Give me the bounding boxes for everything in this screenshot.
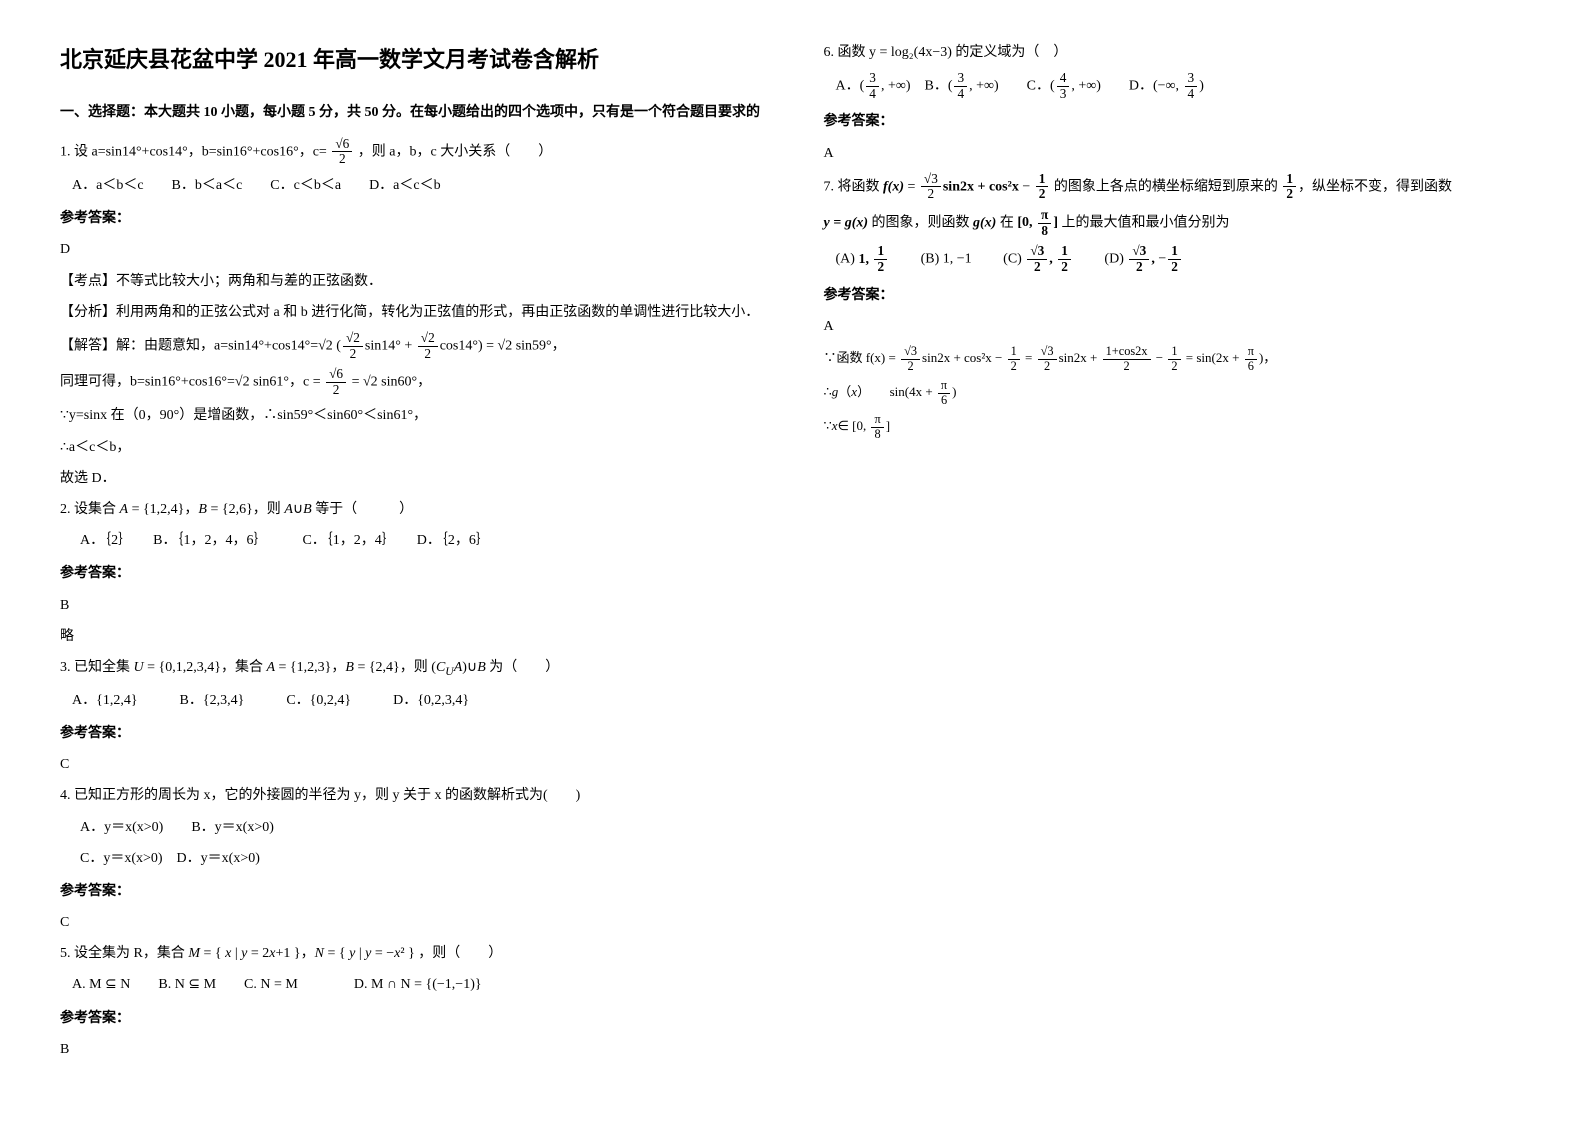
- q2-ans-label: 参考答案：: [60, 561, 764, 586]
- q7-stem: 7. 将函数 f(x) = √32sin2x + cos²x − 12 的图象上…: [824, 172, 1528, 202]
- q4-ans-label: 参考答案：: [60, 879, 764, 904]
- q3-ans: C: [60, 752, 764, 777]
- q7-work-1: ∵函数 f(x) = √32sin2x + cos²x − 12 = √32si…: [824, 345, 1528, 373]
- q4-stem: 4. 已知正方形的周长为 x，它的外接圆的半径为 y，则 y 关于 x 的函数解…: [60, 783, 764, 808]
- q7-options: (A) 1, 12 (B) 1, −1 (C) √32, 12 (D) √32,…: [836, 244, 1528, 274]
- q2-ans: B: [60, 593, 764, 618]
- q6-ans-label: 参考答案：: [824, 109, 1528, 134]
- q1-fenxi: 【分析】利用两角和的正弦公式对 a 和 b 进行化简，转化为正弦值的形式，再由正…: [60, 300, 764, 325]
- q1-ans: D: [60, 237, 764, 262]
- q1-jieda-3: ∵y=sinx 在（0，90°）是增函数，∴sin59°＜sin60°＜sin6…: [60, 403, 764, 428]
- q1-stem: 1. 设 a=sin14°+cos14°，b=sin16°+cos16°，c= …: [60, 137, 764, 167]
- q1-ans-label: 参考答案：: [60, 206, 764, 231]
- q6-stem: 6. 函数 y = log₂(4x−3) 的定义域为（ ）: [824, 40, 1528, 65]
- q7-work-2: ∴g（x） sin(4x + π6): [824, 379, 1528, 407]
- q7-stem-2: y = g(x) 的图象，则函数 g(x) 在 [0, π8] 上的最大值和最小…: [824, 208, 1528, 238]
- section-1-header: 一、选择题：本大题共 10 小题，每小题 5 分，共 50 分。在每小题给出的四…: [60, 100, 764, 125]
- q5-options: A. M ⊆ N B. N ⊆ M C. N = M D. M ∩ N = {(…: [72, 972, 764, 997]
- q1-kaodian: 【考点】不等式比较大小；两角和与差的正弦函数．: [60, 269, 764, 294]
- q1-options: A．a＜b＜c B．b＜a＜c C．c＜b＜a D．a＜c＜b: [72, 173, 764, 198]
- q2-options: A．｛2｝ B．｛1，2，4，6｝ C．｛1，2，4｝ D．｛2，6｝: [80, 528, 764, 553]
- q1-jieda-1: 【解答】解：由题意知，a=sin14°+cos14°=√2 (√22sin14°…: [60, 331, 764, 361]
- q5-ans-label: 参考答案：: [60, 1006, 764, 1031]
- q5-ans: B: [60, 1037, 764, 1062]
- q3-options: A．{1,2,4} B．{2,3,4} C．{0,2,4} D．{0,2,3,4…: [72, 688, 764, 713]
- q4-optC: C．y＝x(x>0) D．y＝x(x>0): [80, 846, 764, 871]
- q1-jieda-2: 同理可得，b=sin16°+cos16°=√2 sin61°，c = √62 =…: [60, 367, 764, 397]
- q4-ans: C: [60, 910, 764, 935]
- q5-stem: 5. 设全集为 R，集合 M = { x | y = 2x+1 }，N = { …: [60, 941, 764, 966]
- q2-note: 略: [60, 624, 764, 649]
- q2-stem: 2. 设集合 A = {1,2,4}，B = {2,6}，则 A∪B 等于（ ）: [60, 497, 764, 522]
- q3-stem: 3. 已知全集 U = {0,1,2,3,4}，集合 A = {1,2,3}，B…: [60, 655, 764, 682]
- q6-ans: A: [824, 141, 1528, 166]
- q6-options: A．(34, +∞) B．(34, +∞) C．(43, +∞) D．(−∞, …: [836, 71, 1528, 101]
- q4-optA: A．y＝x(x>0) B．y＝x(x>0): [80, 815, 764, 840]
- q7-ans: A: [824, 314, 1528, 339]
- q7-ans-label: 参考答案：: [824, 283, 1528, 308]
- page-title: 北京延庆县花盆中学 2021 年高一数学文月考试卷含解析: [60, 40, 764, 80]
- q3-ans-label: 参考答案：: [60, 721, 764, 746]
- q7-work-3: ∵x∈ [0, π8]: [824, 413, 1528, 441]
- q1-jieda-4: ∴a＜c＜b，: [60, 435, 764, 460]
- q1-jieda-5: 故选 D．: [60, 466, 764, 491]
